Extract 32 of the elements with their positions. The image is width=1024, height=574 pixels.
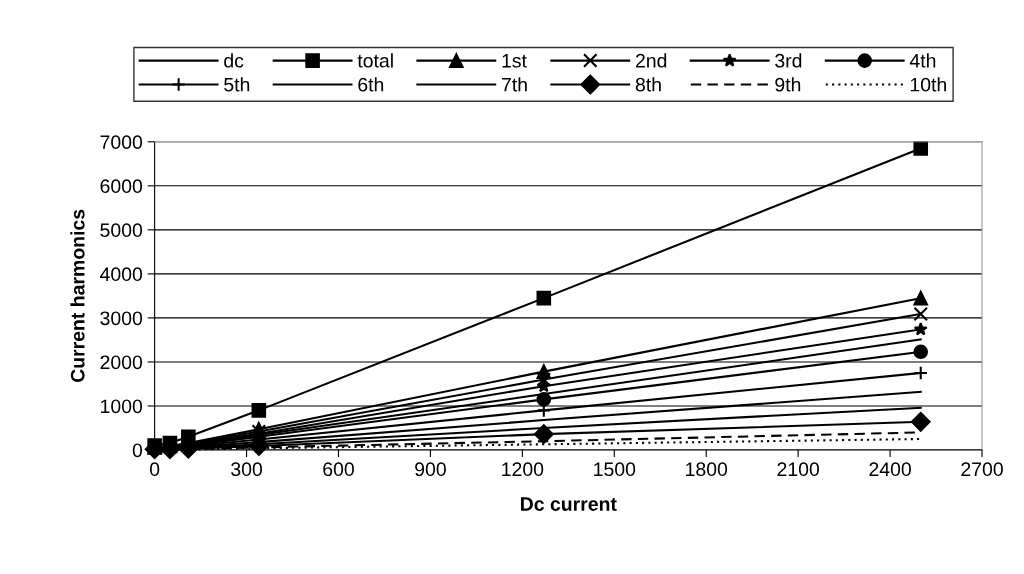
x-tick-label: 1200 [502,462,544,477]
y-tick-label: 3000 [100,311,143,326]
x-tick-label: 1500 [594,462,636,477]
y-tick-label: 4000 [100,267,143,282]
legend-label: 9th [775,77,801,92]
legend-label: 1st [502,54,527,68]
y-tick-label: 2000 [100,355,143,370]
x-tick-label: 600 [323,462,354,477]
y-tick-label: 7000 [100,135,143,150]
x-tick-label: 2400 [869,462,911,477]
x-tick-label: 300 [231,462,263,477]
x-axis-title: Dc current [521,497,617,511]
y-tick-label: 5000 [100,223,143,238]
legend-label: 3rd [775,53,802,68]
legend-label: 6th [358,77,384,92]
x-tick-label: 2700 [961,462,1003,477]
legend-label: 2nd [635,53,667,68]
y-tick-label: 6000 [100,179,143,194]
legend-label: 7th [502,77,527,92]
legend-label: 4th [909,53,936,68]
legend-label: dc [224,53,244,68]
x-tick-label: 2100 [777,462,820,477]
y-tick-label: 1000 [101,399,143,414]
legend-label: 8th [635,77,661,92]
legend-label: 10th [910,77,946,92]
x-tick-label: 0 [149,462,160,477]
y-axis-title: Current harmonics [70,209,85,383]
x-tick-label: 1800 [686,462,728,477]
x-tick-label: 900 [415,462,446,477]
legend-label: total [357,53,393,68]
legend-label: 5th [224,77,250,92]
y-tick-label: 0 [132,443,143,458]
